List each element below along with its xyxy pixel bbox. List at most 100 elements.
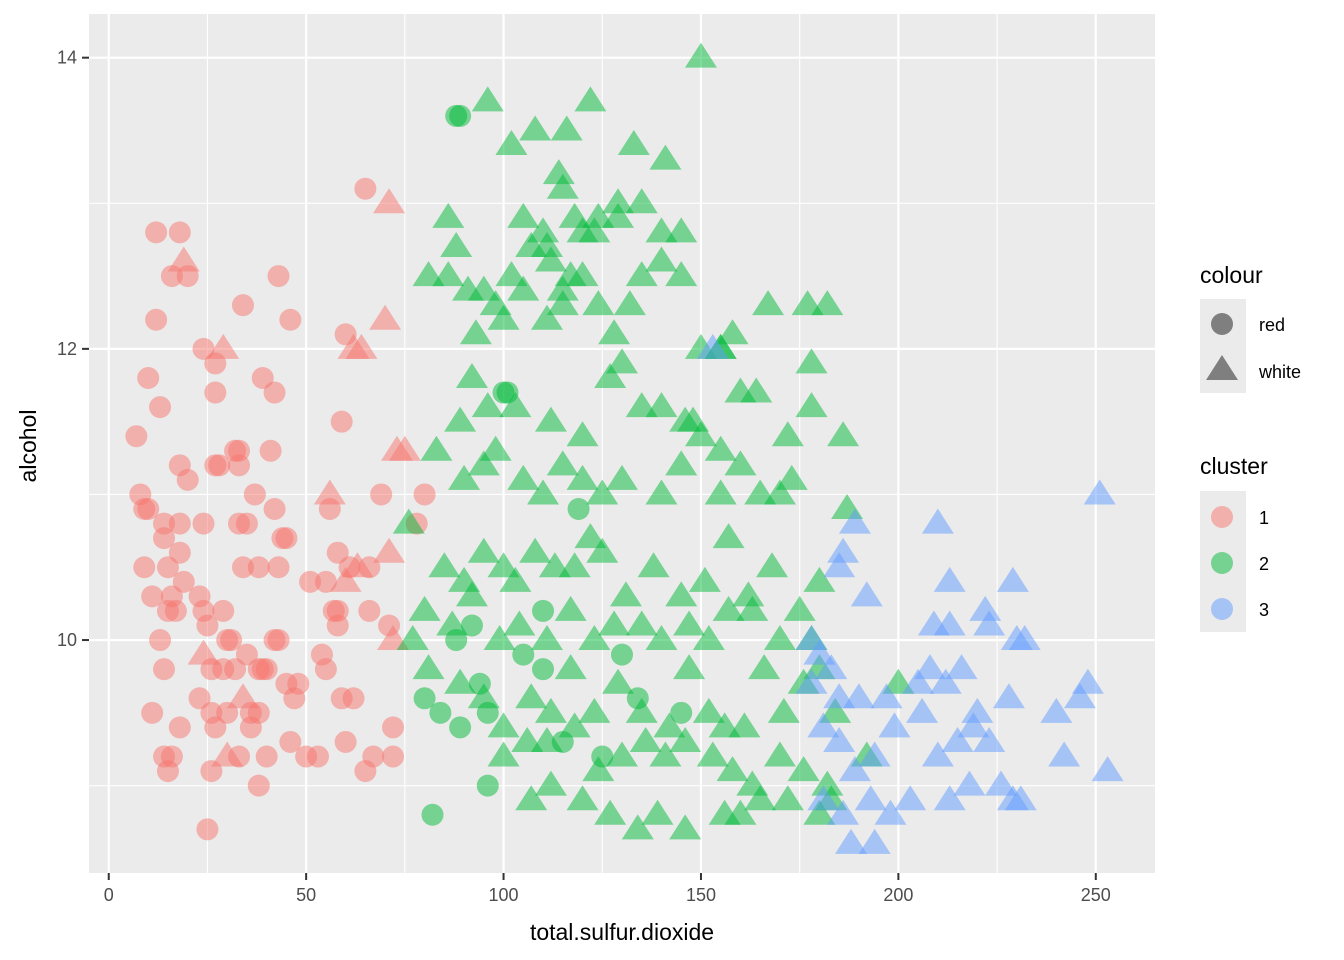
data-point-triangle [669, 814, 702, 840]
data-point-triangle [665, 581, 698, 607]
data-point-triangle [534, 246, 567, 272]
data-point-circle [145, 221, 168, 244]
data-point-triangle [736, 595, 769, 621]
data-point-circle [224, 658, 247, 681]
data-point-triangle [807, 785, 840, 811]
data-point-triangle [641, 799, 674, 825]
data-point-triangle [606, 348, 638, 374]
data-point-triangle [625, 261, 658, 287]
data-point-triangle [716, 319, 749, 345]
data-point-triangle [688, 566, 721, 592]
x-tick-label: 200 [883, 885, 913, 905]
data-point-circle [263, 381, 286, 404]
data-point-triangle [913, 654, 946, 680]
data-point-circle [251, 366, 274, 389]
data-point-triangle [811, 770, 844, 796]
data-point-circle [382, 745, 405, 768]
data-point-triangle [455, 362, 488, 388]
data-point-circle [326, 614, 349, 637]
data-point-triangle [574, 523, 607, 549]
data-point-triangle [392, 508, 425, 534]
data-point-triangle [625, 697, 658, 723]
data-point-triangle [408, 595, 441, 621]
data-point-circle [279, 308, 302, 331]
data-point-triangle [684, 42, 717, 68]
data-point-triangle [598, 610, 631, 636]
data-point-triangle [369, 304, 402, 330]
data-point-triangle [515, 683, 548, 709]
data-point-triangle [207, 333, 240, 359]
x-tick-label: 0 [104, 885, 114, 905]
data-point-triangle [546, 275, 579, 301]
data-point-triangle [763, 625, 796, 651]
data-point-triangle [645, 392, 678, 418]
data-point-triangle [858, 828, 891, 854]
data-point-triangle [992, 683, 1025, 709]
data-point-triangle [625, 188, 658, 214]
data-point-triangle [396, 625, 429, 651]
data-point-triangle [412, 261, 445, 287]
data-point-triangle [704, 479, 737, 505]
data-point-triangle [554, 654, 587, 680]
data-point-triangle [756, 552, 789, 578]
data-point-circle [370, 483, 393, 506]
data-point-circle [137, 498, 160, 521]
data-point-triangle [696, 741, 729, 767]
data-point-circle [212, 599, 235, 622]
data-point-circle [358, 599, 381, 622]
data-point-circle [287, 672, 310, 695]
data-point-triangle [629, 726, 662, 752]
x-tick-label: 50 [296, 885, 316, 905]
data-point-circle [172, 570, 195, 593]
data-point-circle [137, 366, 160, 389]
data-point-triangle [373, 537, 406, 563]
data-point-triangle [507, 202, 540, 228]
data-point-triangle [471, 392, 504, 418]
data-point-circle [168, 221, 191, 244]
data-point-triangle [1008, 625, 1041, 651]
legend-label-red: red [1259, 315, 1285, 335]
data-point-triangle [625, 610, 658, 636]
data-point-triangle [530, 231, 563, 257]
data-point-triangle [534, 770, 567, 796]
data-point-triangle [586, 537, 619, 563]
data-point-triangle [669, 726, 702, 752]
data-point-triangle [748, 654, 781, 680]
data-point-triangle [412, 654, 445, 680]
data-point-triangle [187, 639, 220, 665]
data-point-circle [141, 701, 164, 724]
x-tick-label: 150 [686, 885, 716, 905]
data-point-circle [255, 745, 278, 768]
data-point-triangle [444, 668, 477, 694]
x-axis-title: total.sulfur.dioxide [530, 919, 714, 945]
data-point-circle [342, 687, 365, 710]
data-point-triangle [1063, 683, 1096, 709]
data-point-triangle [752, 290, 785, 316]
legend-label-white: white [1258, 362, 1301, 382]
data-point-triangle [834, 828, 867, 854]
data-point-circle [314, 658, 337, 681]
data-point-triangle [527, 217, 560, 243]
data-point-triangle [534, 406, 567, 432]
data-point-triangle [467, 537, 500, 563]
data-point-triangle [771, 421, 804, 447]
data-point-circle [382, 716, 405, 739]
data-point-triangle [487, 552, 520, 578]
data-point-circle [220, 629, 243, 652]
data-point-triangle [665, 261, 698, 287]
data-point-triangle [602, 202, 635, 228]
data-point-triangle [921, 741, 954, 767]
data-point-circle [354, 177, 377, 200]
data-point-triangle [519, 115, 552, 141]
data-point-circle [196, 818, 219, 841]
data-point-triangle [440, 231, 473, 257]
legend-key-cluster-1 [1211, 506, 1233, 528]
data-point-circle [279, 730, 302, 753]
data-point-triangle [420, 435, 453, 461]
data-point-triangle [838, 508, 871, 534]
data-point-triangle [996, 566, 1029, 592]
data-point-triangle [479, 435, 512, 461]
data-point-circle [188, 687, 211, 710]
data-point-circle [532, 599, 555, 622]
